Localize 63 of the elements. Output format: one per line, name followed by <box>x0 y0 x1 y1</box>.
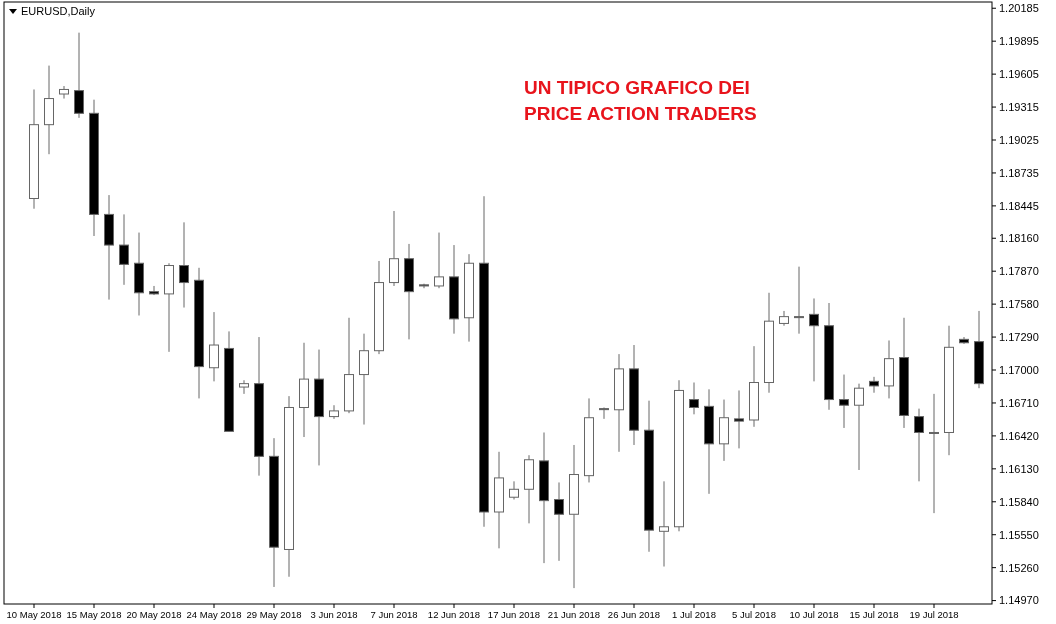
candlestick <box>554 481 564 562</box>
y-tick-label: 1.18735 <box>999 166 1039 179</box>
candlestick <box>179 221 189 309</box>
x-tick-label: 3 Jun 2018 <box>310 609 358 620</box>
x-tick-label: 15 Jul 2018 <box>849 609 899 620</box>
y-tick-label: 1.16130 <box>999 462 1039 475</box>
candlestick <box>599 407 609 420</box>
y-tick-label: 1.16420 <box>999 429 1039 442</box>
x-tick-label: 24 May 2018 <box>186 609 242 620</box>
y-tick-label: 1.14970 <box>999 594 1039 607</box>
x-tick-label: 26 Jun 2018 <box>607 609 661 620</box>
y-tick-label: 1.17580 <box>999 297 1039 310</box>
x-tick-label: 15 May 2018 <box>66 609 122 620</box>
candlestick <box>149 285 159 296</box>
x-tick-label: 19 Jul 2018 <box>909 609 959 620</box>
y-tick-label: 1.20185 <box>999 2 1039 15</box>
candlestick <box>74 32 84 119</box>
y-tick-label: 1.17290 <box>999 330 1039 343</box>
candlestick <box>389 210 399 287</box>
y-tick-label: 1.19315 <box>999 100 1039 113</box>
y-tick-label: 1.15260 <box>999 561 1039 574</box>
candlestick <box>329 404 339 420</box>
candlestick <box>929 393 939 514</box>
y-tick-label: 1.19025 <box>999 133 1039 146</box>
x-tick-label: 5 Jul 2018 <box>732 609 776 620</box>
candlestick <box>734 389 744 449</box>
annotation: UN TIPICO GRAFICO DEI <box>524 77 750 98</box>
candlestick <box>209 311 219 382</box>
x-tick-label: 12 Jun 2018 <box>427 609 481 620</box>
y-tick-label: 1.18445 <box>999 199 1039 212</box>
x-tick-label: 21 Jun 2018 <box>547 609 601 620</box>
chart-title: EURUSD,Daily <box>21 5 96 17</box>
x-tick-label: 17 Jun 2018 <box>487 609 541 620</box>
candlestick <box>239 379 249 395</box>
candlestick <box>359 333 369 426</box>
candlestick <box>839 374 849 429</box>
y-tick-label: 1.19605 <box>999 67 1039 80</box>
candlestick <box>509 480 519 500</box>
x-tick-label: 1 Jul 2018 <box>672 609 716 620</box>
candlestick <box>59 85 69 100</box>
x-tick-label: 29 May 2018 <box>246 609 302 620</box>
candlestick <box>854 383 864 471</box>
candlestick <box>659 480 669 568</box>
y-tick-label: 1.15550 <box>999 528 1039 541</box>
candlestick <box>119 213 129 286</box>
y-tick-label: 1.17870 <box>999 265 1039 278</box>
candlestick <box>434 232 444 289</box>
candlestick <box>809 297 819 382</box>
y-tick-label: 1.18160 <box>999 232 1039 245</box>
x-tick-label: 10 Jul 2018 <box>789 609 839 620</box>
y-tick-label: 1.16710 <box>999 396 1039 409</box>
x-tick-label: 10 May 2018 <box>6 609 62 620</box>
y-tick-label: 1.17000 <box>999 363 1039 376</box>
candlestick <box>794 266 804 335</box>
candlestick <box>914 408 924 482</box>
candlestick <box>869 376 879 394</box>
x-tick-label: 7 Jun 2018 <box>370 609 418 620</box>
candlestick <box>779 310 789 327</box>
annotation: PRICE ACTION TRADERS <box>524 103 757 124</box>
y-tick-label: 1.19895 <box>999 35 1039 48</box>
y-tick-label: 1.15840 <box>999 495 1039 508</box>
candlestick <box>689 382 699 415</box>
x-tick-label: 20 May 2018 <box>126 609 182 620</box>
